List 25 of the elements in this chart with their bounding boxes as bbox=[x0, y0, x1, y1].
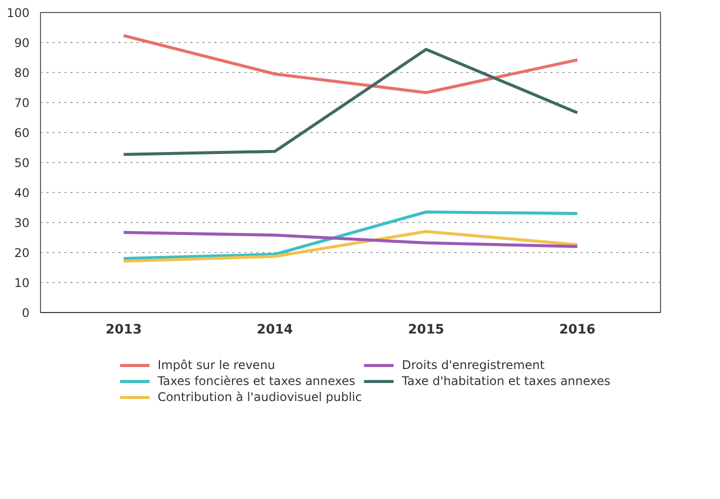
y-tick-label: 0 bbox=[22, 306, 30, 320]
y-tick-label: 90 bbox=[14, 36, 30, 50]
x-tick-label: 2013 bbox=[106, 322, 142, 338]
y-tick-label: 10 bbox=[14, 276, 30, 290]
y-tick-label: 20 bbox=[14, 246, 30, 260]
legend-label: Droits d'enregistrement bbox=[402, 358, 545, 372]
y-tick-label: 30 bbox=[14, 216, 30, 230]
y-tick-label: 50 bbox=[14, 156, 30, 170]
y-tick-label: 80 bbox=[14, 66, 30, 80]
y-tick-label: 70 bbox=[14, 96, 30, 110]
legend-label: Taxe d'habitation et taxes annexes bbox=[402, 374, 610, 388]
line-series bbox=[122, 230, 579, 248]
y-tick-label: 40 bbox=[14, 186, 30, 200]
x-tick-label: 2016 bbox=[559, 322, 596, 338]
x-tick-label: 2015 bbox=[408, 322, 444, 338]
line-series bbox=[122, 34, 579, 94]
legend-label: Contribution à l'audiovisuel public bbox=[158, 390, 362, 404]
line-series bbox=[122, 230, 579, 263]
line-series bbox=[122, 210, 579, 260]
line-series bbox=[122, 48, 579, 156]
x-tick-label: 2014 bbox=[256, 322, 293, 338]
legend-label: Taxes foncières et taxes annexes bbox=[158, 374, 356, 388]
legend-label: Impôt sur le revenu bbox=[158, 358, 276, 372]
y-tick-label: 60 bbox=[14, 126, 30, 140]
y-tick-label: 100 bbox=[6, 6, 30, 20]
